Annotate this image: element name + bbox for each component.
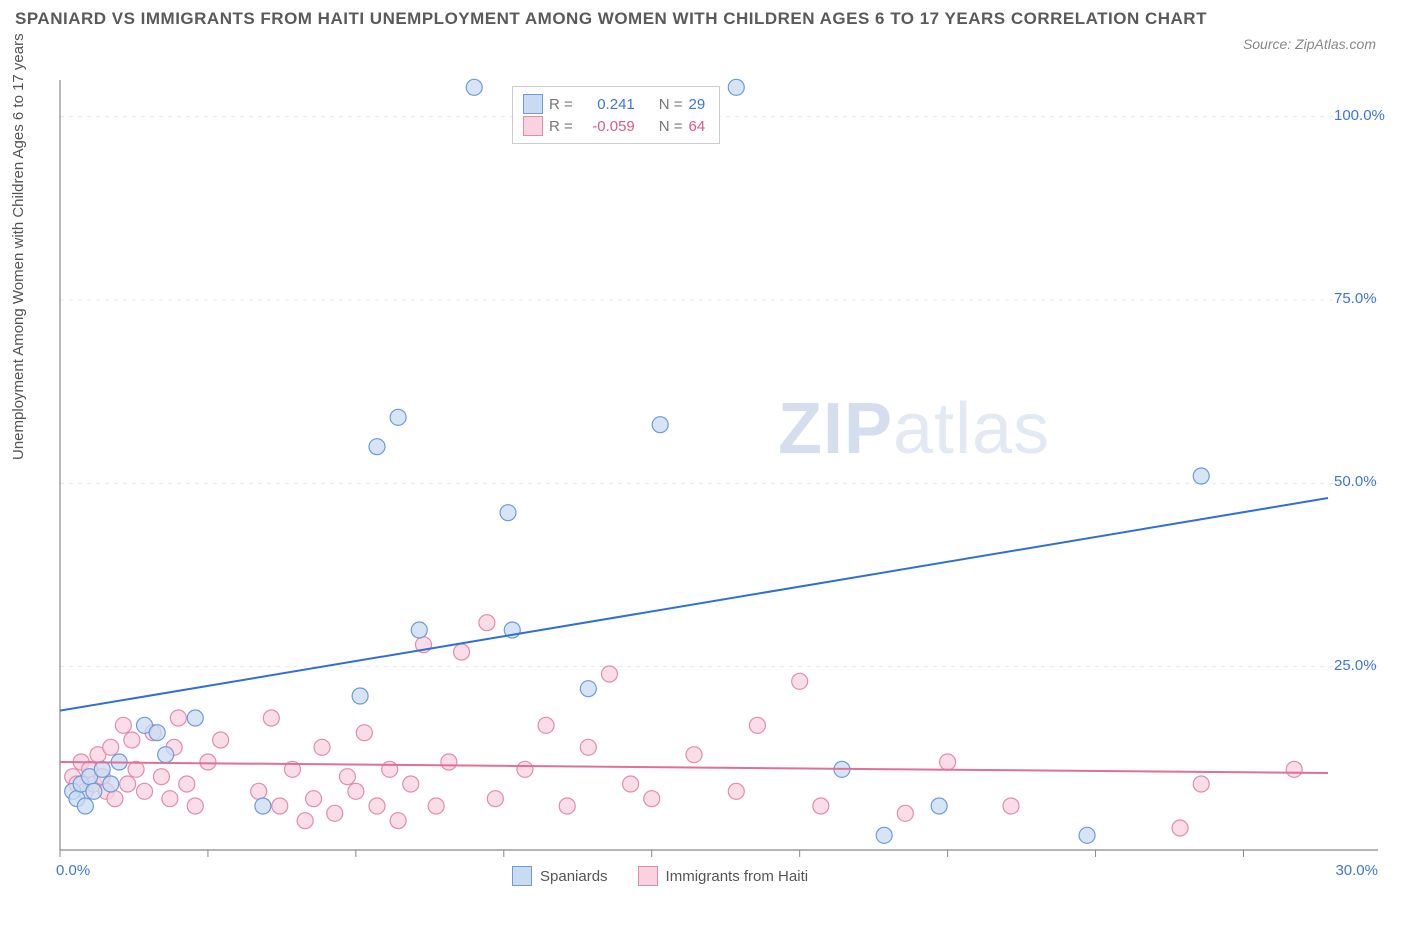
swatch-haiti-icon — [638, 866, 658, 886]
axis-tick-label: 25.0% — [1334, 657, 1377, 674]
chart-title: SPANIARD VS IMMIGRANTS FROM HAITI UNEMPL… — [15, 6, 1226, 32]
n-label: N = — [659, 118, 683, 135]
legend-label-haiti: Immigrants from Haiti — [666, 868, 809, 885]
stats-legend-row-haiti: R = -0.059 N = 64 — [523, 115, 705, 137]
axis-tick-label: 50.0% — [1334, 473, 1377, 490]
r-label: R = — [549, 96, 573, 113]
axis-tick-label: 75.0% — [1334, 290, 1377, 307]
r-value-haiti: -0.059 — [579, 118, 635, 135]
chart-container: ZIPatlas R = 0.241 N = 29 R = -0.059 N =… — [58, 78, 1378, 858]
swatch-haiti-icon — [523, 116, 543, 136]
axis-tick-label: 30.0% — [1335, 862, 1378, 879]
swatch-spaniards-icon — [512, 866, 532, 886]
stats-legend-row-spaniards: R = 0.241 N = 29 — [523, 93, 705, 115]
legend-label-spaniards: Spaniards — [540, 868, 608, 885]
r-label: R = — [549, 118, 573, 135]
scatter-plot — [58, 78, 1378, 858]
chart-source: Source: ZipAtlas.com — [1243, 36, 1376, 52]
n-label: N = — [659, 96, 683, 113]
axis-tick-label: 100.0% — [1334, 107, 1385, 124]
n-value-spaniards: 29 — [689, 96, 706, 113]
legend-item-spaniards: Spaniards — [512, 866, 608, 886]
series-legend: Spaniards Immigrants from Haiti — [512, 866, 808, 886]
r-value-spaniards: 0.241 — [579, 96, 635, 113]
y-axis-label: Unemployment Among Women with Children A… — [10, 33, 27, 460]
swatch-spaniards-icon — [523, 94, 543, 114]
axis-tick-label: 0.0% — [56, 862, 90, 879]
stats-legend: R = 0.241 N = 29 R = -0.059 N = 64 — [512, 86, 720, 144]
n-value-haiti: 64 — [689, 118, 706, 135]
legend-item-haiti: Immigrants from Haiti — [638, 866, 809, 886]
